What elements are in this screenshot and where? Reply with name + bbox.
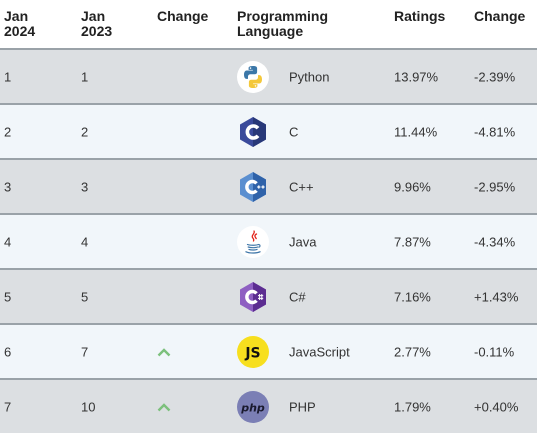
rank-2023: 5 [81,289,89,304]
rank-2024: 7 [4,399,12,414]
rating-value: 7.87% [394,234,431,249]
rank-2023: 2 [81,124,89,139]
rank-2023: 10 [81,399,96,414]
change-value: -2.95% [474,179,516,194]
change-value: +0.40% [474,399,519,414]
rating-value: 13.97% [394,69,439,84]
table-row: 4 4 Java 7.87% -4.34% [0,213,537,268]
change-value: +1.43% [474,289,519,304]
table-row: 1 1 Python 13.97% -2.39% [0,48,537,103]
trend-up-icon [157,402,171,412]
rating-value: 2.77% [394,344,431,359]
rank-2023: 4 [81,234,89,249]
language-name: C [289,124,299,139]
header-jan-2023: Jan 2023 [81,8,113,39]
language-name: JavaScript [289,344,350,359]
change-value: -2.39% [474,69,516,84]
rank-2023: 3 [81,179,89,194]
change-value: -4.34% [474,234,516,249]
c-logo-icon [237,116,269,148]
java-logo-icon [237,225,269,258]
language-name: PHP [289,399,316,414]
php-logo-icon: php [237,390,269,423]
rating-value: 11.44% [394,124,438,139]
header-jan-2024: Jan 2024 [4,8,36,39]
rank-2024: 6 [4,344,12,359]
table-row: 7 10 php PHP 1.79% +0.40% [0,378,537,433]
table-header: Jan 2024 Jan 2023 Change Programming Langua… [0,0,537,48]
rank-2024: 1 [4,69,12,84]
rank-2024: 4 [4,234,12,249]
language-name: C++ [289,179,314,194]
rating-value: 1.79% [394,399,431,414]
language-name: C# [289,289,306,304]
table-row: 3 3 C++ 9.96% -2.95% [0,158,537,213]
rating-value: 9.96% [394,179,431,194]
rank-2024: 5 [4,289,12,304]
table-row: 5 5 C# 7.16% +1.43% [0,268,537,323]
python-logo-icon [237,60,269,93]
rank-2024: 3 [4,179,12,194]
header-change-percent: Change [474,8,526,24]
svg-text:php: php [240,401,265,414]
header-ratings: Ratings [394,8,446,24]
rank-2024: 2 [4,124,12,139]
rank-2023: 1 [81,69,89,84]
rank-2023: 7 [81,344,89,359]
header-programming-language: Programming Language [237,8,329,39]
svg-text:JS: JS [244,345,260,361]
language-name: Python [289,69,330,84]
cpp-logo-icon [237,171,269,203]
change-value: -4.81% [474,124,516,139]
javascript-logo-icon: JS [237,335,269,368]
rating-value: 7.16% [394,289,431,304]
change-value: -0.11% [474,344,515,359]
language-name: Java [289,234,317,249]
table-row: 6 7 JS JavaScript 2.77% -0.11% [0,323,537,378]
header-change-trend: Change [157,8,209,24]
trend-up-icon [157,347,171,357]
csharp-logo-icon [237,281,269,313]
table-row: 2 2 C 11.44% -4.81% [0,103,537,158]
